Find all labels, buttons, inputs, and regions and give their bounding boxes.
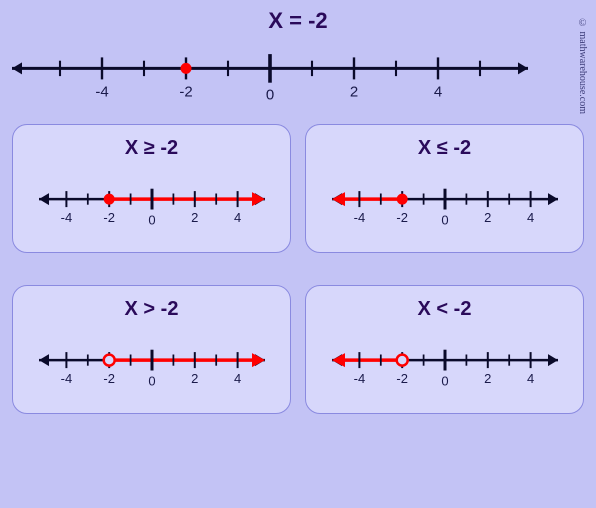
numberline-lt: -4 -2 0 2 4 xyxy=(320,337,570,392)
panel-ge: X ≥ -2 -4 -2 0 2 4 xyxy=(12,124,291,253)
panel-title: X > -2 xyxy=(21,298,282,321)
svg-text:-4: -4 xyxy=(95,83,108,100)
panel-title: X < -2 xyxy=(314,298,575,321)
svg-text:0: 0 xyxy=(441,374,448,389)
svg-text:-4: -4 xyxy=(353,210,365,225)
top-numberline: -4 -2 0 2 4 xyxy=(0,39,540,109)
svg-text:4: 4 xyxy=(233,210,240,225)
panel-lt: X < -2 -4 -2 0 2 4 xyxy=(305,285,584,414)
svg-text:0: 0 xyxy=(441,213,448,228)
svg-text:-2: -2 xyxy=(396,371,408,386)
svg-text:0: 0 xyxy=(148,213,155,228)
svg-text:-2: -2 xyxy=(396,210,408,225)
panel-le: X ≤ -2 -4 -2 0 2 4 xyxy=(305,124,584,253)
svg-text:-4: -4 xyxy=(353,371,365,386)
svg-text:-2: -2 xyxy=(103,371,115,386)
panel-title: X ≥ -2 xyxy=(21,137,282,160)
svg-text:2: 2 xyxy=(191,371,198,386)
svg-text:4: 4 xyxy=(233,371,240,386)
svg-text:4: 4 xyxy=(526,210,533,225)
svg-text:-4: -4 xyxy=(60,371,72,386)
numberline-gt: -4 -2 0 2 4 xyxy=(27,337,277,392)
main-title: X = -2 xyxy=(0,8,596,34)
svg-text:0: 0 xyxy=(148,374,155,389)
svg-text:4: 4 xyxy=(526,371,533,386)
panel-gt: X > -2 -4 -2 0 2 4 xyxy=(12,285,291,414)
svg-text:0: 0 xyxy=(266,87,274,104)
svg-text:2: 2 xyxy=(350,83,358,100)
panel-row-2: X > -2 -4 -2 0 2 4 X < -2 -4 -2 0 2 4 xyxy=(0,285,596,414)
svg-text:-2: -2 xyxy=(103,210,115,225)
svg-text:2: 2 xyxy=(484,371,491,386)
svg-text:-2: -2 xyxy=(179,83,192,100)
numberline-ge: -4 -2 0 2 4 xyxy=(27,176,277,231)
svg-text:4: 4 xyxy=(434,83,442,100)
numberline-le: -4 -2 0 2 4 xyxy=(320,176,570,231)
watermark-text: © mathwarehouse.com xyxy=(577,18,588,114)
svg-text:2: 2 xyxy=(484,210,491,225)
svg-text:2: 2 xyxy=(191,210,198,225)
panel-title: X ≤ -2 xyxy=(314,137,575,160)
svg-text:-4: -4 xyxy=(60,210,72,225)
panel-row-1: X ≥ -2 -4 -2 0 2 4 X ≤ -2 -4 -2 0 2 4 xyxy=(0,124,596,253)
